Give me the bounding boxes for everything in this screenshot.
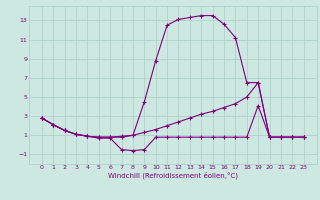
X-axis label: Windchill (Refroidissement éolien,°C): Windchill (Refroidissement éolien,°C) bbox=[108, 172, 238, 179]
